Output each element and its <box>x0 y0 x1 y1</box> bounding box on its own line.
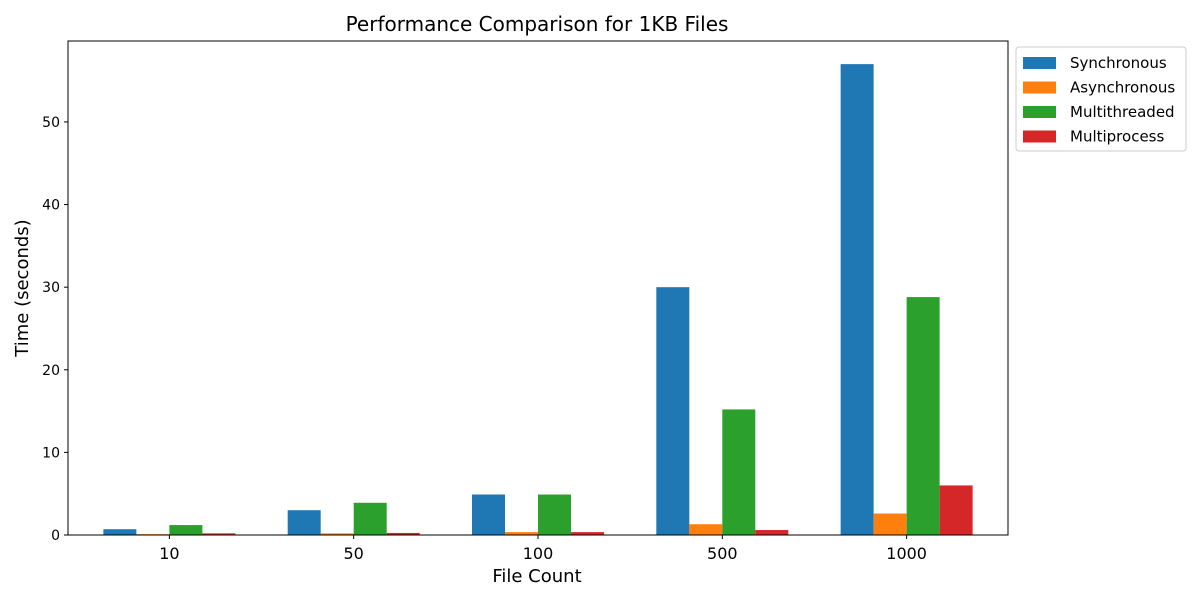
bar-multiprocess-100 <box>571 532 604 535</box>
bar-multithreaded-100 <box>538 494 571 535</box>
y-axis-label: Time (seconds) <box>12 219 33 357</box>
bar-asynchronous-1000 <box>873 513 907 535</box>
legend: Synchronous Asynchronous Multithreaded Mult… <box>1015 46 1187 152</box>
x-tick-label: 1000 <box>886 544 927 563</box>
y-tick-label: 40 <box>42 198 60 214</box>
legend-label-multithreaded: Multithreaded <box>1070 103 1175 121</box>
x-axis: 10 50 100 500 1000 <box>159 535 927 563</box>
bar-multiprocess-10 <box>202 533 236 535</box>
legend-label-synchronous: Synchronous <box>1070 54 1167 72</box>
bar-asynchronous-500 <box>689 524 723 535</box>
legend-frame <box>1015 46 1187 152</box>
legend-label-multiprocess: Multiprocess <box>1070 128 1164 146</box>
bar-multiprocess-50 <box>386 532 420 535</box>
y-tick-label: 0 <box>51 528 60 544</box>
bar-synchronous-100 <box>472 494 505 535</box>
bar-synchronous-50 <box>287 510 321 535</box>
bar-multithreaded-10 <box>169 525 203 535</box>
chart-title: Performance Comparison for 1KB Files <box>346 12 729 36</box>
bar-multithreaded-500 <box>722 409 756 535</box>
y-tick-label: 30 <box>42 280 60 296</box>
bar-synchronous-1000 <box>840 64 874 535</box>
legend-swatch-synchronous <box>1023 57 1056 69</box>
y-tick-label: 10 <box>42 445 60 461</box>
bar-multithreaded-50 <box>353 502 387 535</box>
x-axis-label: File Count <box>492 566 581 587</box>
y-tick-label: 50 <box>42 115 60 131</box>
legend-swatch-asynchronous <box>1023 81 1056 94</box>
bar-multiprocess-1000 <box>939 485 973 535</box>
x-tick-label: 10 <box>159 544 179 563</box>
legend-swatch-multithreaded <box>1023 106 1056 118</box>
x-tick-label: 100 <box>523 544 554 563</box>
bar-multithreaded-1000 <box>906 297 940 535</box>
bar-synchronous-500 <box>656 287 690 535</box>
bars <box>103 64 973 535</box>
bar-asynchronous-100 <box>505 532 538 535</box>
bar-asynchronous-50 <box>320 533 354 535</box>
legend-label-asynchronous: Asynchronous <box>1070 79 1175 97</box>
y-axis: 0 10 20 30 40 50 <box>42 115 68 544</box>
legend-swatch-multiprocess <box>1023 130 1056 143</box>
y-tick-label: 20 <box>42 363 60 379</box>
x-tick-label: 500 <box>707 544 738 563</box>
x-tick-label: 50 <box>344 544 364 563</box>
bar-synchronous-10 <box>103 529 137 535</box>
bar-multiprocess-500 <box>755 530 789 535</box>
